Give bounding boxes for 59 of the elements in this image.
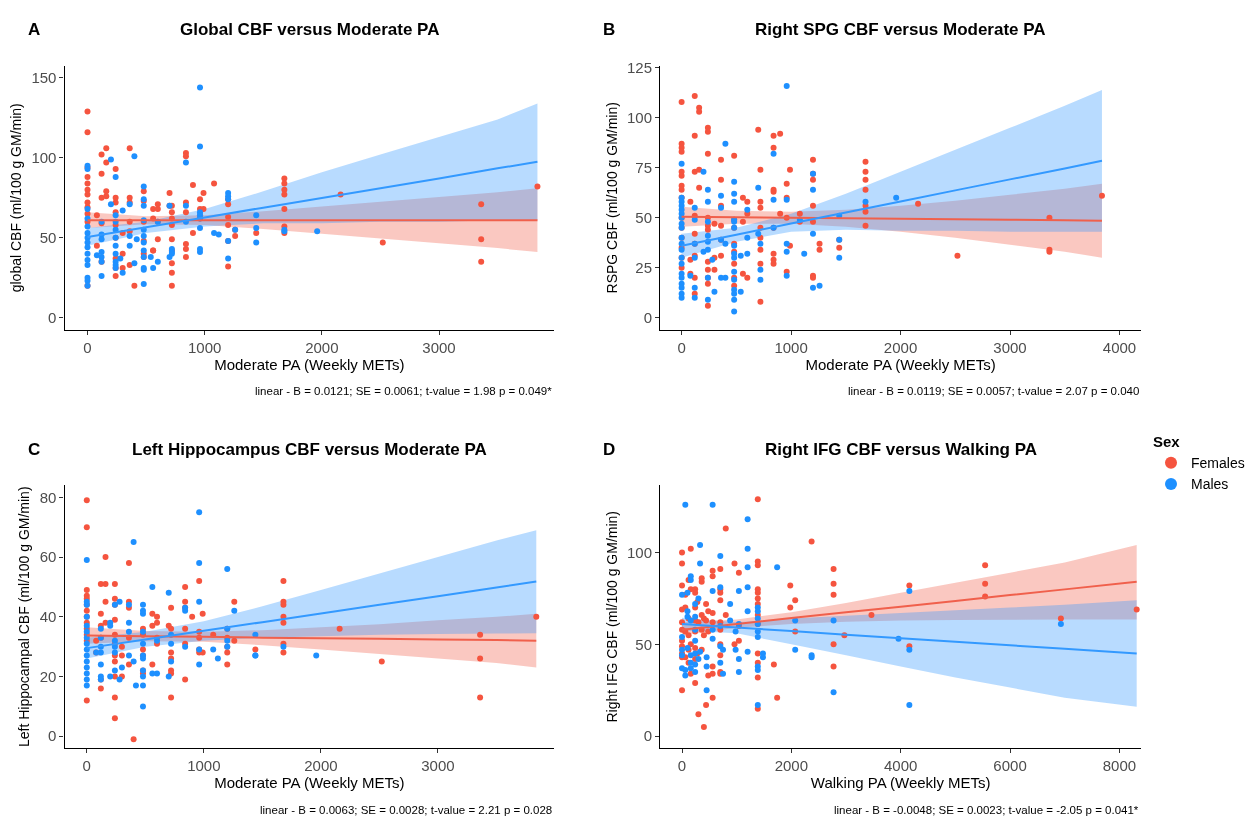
x-tick-label: 4000 — [884, 757, 918, 775]
x-tick-label: 4000 — [1102, 338, 1137, 356]
legend-title: Sex — [1153, 433, 1181, 451]
text: linear - B = 0.0063; SE = 0.0028; t-value = 2.21 p = 0.028 — [260, 804, 553, 816]
y-tick-label: 60 — [39, 548, 57, 566]
y-tick-label: 150 — [31, 69, 57, 87]
x-tick-label: 2000 — [774, 757, 809, 775]
x-axis-title: Walking PA (Weekly METs) — [810, 774, 991, 792]
x-tick-label: 0 — [677, 338, 686, 356]
y-tick-label: 75 — [635, 159, 653, 177]
y-tick-label: 0 — [643, 727, 653, 745]
text: linear - B = 0.0121; SE = 0.0061; t-value = 1.98 p = 0.049* — [255, 385, 553, 397]
y-tick-label: 100 — [627, 543, 653, 561]
y-tick-label: 20 — [39, 667, 57, 685]
x-tick-label: 1000 — [188, 338, 222, 356]
x-tick-label: 8000 — [1102, 757, 1137, 775]
y-tick-label: 40 — [39, 608, 57, 626]
y-axis-title: global CBF (ml/100 g GM/min) — [8, 103, 25, 293]
chart-title: Right SPG CBF versus Moderate PA — [755, 20, 1046, 39]
x-tick-label: 6000 — [993, 757, 1027, 775]
y-axis-title: RSPG CBF (ml/100 g GM/min) — [603, 102, 620, 294]
x-tick-label: 3000 — [993, 338, 1027, 356]
x-tick-label: 3000 — [421, 757, 455, 775]
x-tick-label: 2000 — [304, 757, 338, 775]
legend-label: Females — [1191, 455, 1245, 472]
chart-title: Left Hippocampus CBF versus Moderate PA — [132, 440, 487, 459]
y-tick-label: 100 — [627, 109, 653, 127]
x-axis-title: Moderate PA (Weekly METs) — [805, 355, 996, 373]
y-axis-title: Right IFG CBF (ml/100 g GM/min) — [603, 510, 620, 723]
x-tick-label: 2000 — [883, 338, 918, 356]
chart-title: Global CBF versus Moderate PA — [180, 20, 440, 39]
legend-label: Males — [1191, 476, 1229, 493]
y-tick-label: 0 — [48, 727, 57, 745]
x-tick-label: 2000 — [305, 338, 339, 356]
y-tick-label: 25 — [635, 258, 653, 276]
text: C — [28, 440, 41, 459]
y-tick-label: 0 — [48, 308, 57, 326]
x-axis-title: Moderate PA (Weekly METs) — [214, 774, 405, 792]
x-tick-label: 1000 — [187, 757, 221, 775]
chart-title: Right IFG CBF versus Walking PA — [765, 440, 1038, 459]
y-tick-label: 0 — [643, 308, 653, 326]
y-tick-label: 125 — [627, 59, 653, 77]
x-tick-label: 3000 — [422, 338, 456, 356]
y-tick-label: 80 — [39, 488, 57, 506]
y-axis-title: Left Hippocampal CBF (ml/100 g GM/min) — [16, 486, 33, 748]
x-tick-label: 0 — [83, 338, 92, 356]
text: B — [603, 20, 616, 39]
text: D — [603, 440, 616, 459]
x-axis-title: Moderate PA (Weekly METs) — [214, 355, 405, 373]
y-tick-label: 50 — [635, 635, 653, 653]
y-tick-label: 100 — [31, 149, 57, 167]
text: A — [28, 20, 41, 39]
x-tick-label: 0 — [677, 757, 687, 775]
y-tick-label: 50 — [635, 208, 653, 226]
x-tick-label: 1000 — [774, 338, 808, 356]
x-tick-label: 0 — [82, 757, 91, 775]
text: linear - B = -0.0048; SE = 0.0023; t-value = -2.05 p = 0.041* — [834, 804, 1139, 816]
y-tick-label: 50 — [39, 228, 57, 246]
text: linear - B = 0.0119; SE = 0.0057; t-value = 2.07 p = 0.040 — [848, 385, 1140, 397]
